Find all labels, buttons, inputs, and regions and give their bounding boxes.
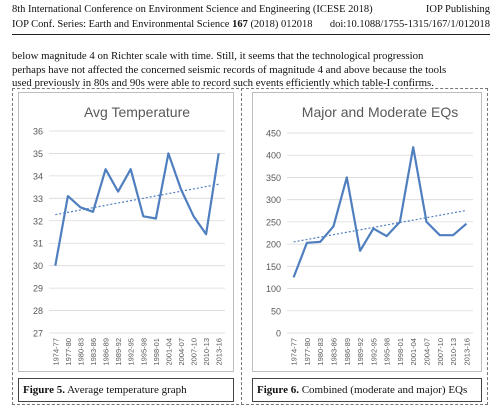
- figure-5-caption: Figure 5. Average temperature graph: [18, 378, 234, 402]
- figure-6-text: Combined (moderate and major) EQs: [298, 384, 468, 396]
- earthquakes-x-tick-label: 1983-86: [330, 338, 339, 366]
- earthquakes-x-tick-label: 1992-95: [369, 338, 378, 366]
- year-article: (2018) 012018: [250, 19, 313, 30]
- temperature-x-tick-label: 2013-16: [215, 338, 224, 366]
- temperature-x-tick-label: 1986-89: [102, 338, 111, 366]
- temperature-y-tick-label: 28: [33, 306, 43, 316]
- figure-5-label: Figure 5.: [23, 384, 65, 396]
- volume-number: 167: [232, 19, 248, 30]
- earthquakes-trendline: [293, 209, 467, 243]
- earthquakes-y-tick-label: 450: [266, 129, 281, 139]
- earthquakes-x-tick-label: 1989-92: [356, 338, 365, 366]
- figure-column-divider: [241, 88, 242, 405]
- earthquakes-x-tick-label: 1974-77: [290, 338, 299, 366]
- paragraph-line-2: perhaps have not affected the concerned …: [12, 63, 447, 76]
- earthquakes-x-tick-label: 2007-10: [436, 338, 445, 366]
- temperature-y-tick-label: 32: [33, 216, 43, 226]
- figure-6-label: Figure 6.: [257, 384, 299, 396]
- temperature-series-line: [54, 152, 220, 266]
- earthquakes-y-tick-label: 250: [266, 217, 281, 227]
- temperature-x-tick-label: 1998-01: [152, 338, 161, 366]
- earthquakes-chart-panel: Major and Moderate EQs 0 50 100 150 200 250 300…: [252, 92, 482, 372]
- temperature-y-tick-label: 33: [33, 194, 43, 204]
- series-header: IOP Conf. Series: Earth and Environmenta…: [12, 19, 490, 30]
- earthquakes-y-tick-label: 150: [266, 262, 281, 272]
- temperature-x-tick-label: 2001-04: [164, 338, 173, 366]
- series-name: IOP Conf. Series: Earth and Environmenta…: [12, 19, 230, 30]
- body-paragraph: below magnitude 4 on Richter scale with …: [12, 50, 490, 91]
- temperature-x-tick-label: 1995-98: [139, 338, 148, 366]
- temperature-x-tick-label: 2004-07: [177, 338, 186, 366]
- earthquakes-x-tick-label: 2001-04: [409, 338, 418, 366]
- temperature-x-tick-label: 1974-77: [51, 338, 60, 366]
- doi-text: doi:10.1088/1755-1315/167/1/012018: [329, 19, 490, 30]
- temperature-x-tick-label: 1983-86: [89, 338, 98, 366]
- earthquakes-x-tick-label: 1995-98: [383, 338, 392, 366]
- earthquakes-series-line: [292, 146, 468, 278]
- earthquakes-chart: Major and Moderate EQs 0 50 100 150 200 250 300…: [266, 104, 473, 366]
- temperature-x-tick-label: 1992-95: [127, 338, 136, 366]
- earthquakes-y-tick-label: 100: [266, 284, 281, 294]
- temperature-x-tick-label: 2010-13: [202, 338, 211, 366]
- temperature-x-tick-label: 1989-92: [114, 338, 123, 366]
- conference-header: 8th International Conference on Environm…: [12, 4, 490, 15]
- earthquakes-y-tick-label: 0: [276, 329, 281, 339]
- avg-temperature-chart: Avg Temperature 27 28 29 30 31 32 33 34 35 36 1974-…: [33, 104, 225, 366]
- avg-temperature-chart-panel: Avg Temperature 27 28 29 30 31 32 33 34 35 36 1974-…: [18, 92, 234, 372]
- publisher-name: IOP Publishing: [425, 4, 490, 15]
- paragraph-line-3: used previously in 80s and 90s were able…: [12, 77, 434, 89]
- earthquakes-y-tick-label: 300: [266, 195, 281, 205]
- earthquakes-x-tick-label: 2013-16: [462, 338, 471, 366]
- figure-5-text: Average temperature graph: [64, 384, 187, 396]
- temperature-x-tick-label: 1980-83: [76, 338, 85, 366]
- temperature-y-tick-label: 36: [33, 127, 43, 137]
- earthquakes-x-tick-label: 1986-89: [343, 338, 352, 366]
- header-rule: [12, 34, 490, 35]
- figure-6-caption: Figure 6. Combined (moderate and major) …: [252, 378, 482, 402]
- temperature-y-tick-label: 29: [33, 284, 43, 294]
- earthquakes-y-tick-label: 350: [266, 173, 281, 183]
- temperature-y-tick-label: 30: [33, 261, 43, 271]
- earthquakes-y-tick-label: 200: [266, 240, 281, 250]
- earthquakes-x-tick-label: 1980-83: [316, 338, 325, 366]
- temperature-y-tick-label: 35: [33, 149, 43, 159]
- conference-name: 8th International Conference on Environm…: [12, 4, 373, 15]
- earthquakes-y-tick-label: 50: [271, 306, 281, 316]
- temperature-y-tick-label: 34: [33, 171, 43, 181]
- figure-table-frame: [12, 88, 488, 405]
- temperature-x-tick-label: 1977-80: [64, 338, 73, 366]
- earthquakes-x-tick-label: 2004-07: [423, 338, 432, 366]
- earthquakes-x-tick-label: 2010-13: [449, 338, 458, 366]
- earthquakes-y-tick-label: 400: [266, 151, 281, 161]
- earthquakes-x-tick-label: 1977-80: [303, 338, 312, 366]
- temperature-y-tick-label: 31: [33, 239, 43, 249]
- temperature-y-tick-label: 27: [33, 329, 43, 339]
- paragraph-line-1: below magnitude 4 on Richter scale with …: [12, 50, 424, 62]
- earthquakes-chart-title: Major and Moderate EQs: [302, 104, 458, 120]
- temperature-chart-title: Avg Temperature: [84, 104, 190, 120]
- earthquakes-x-tick-label: 1998-01: [396, 338, 405, 366]
- temperature-x-tick-label: 2007-10: [190, 338, 199, 366]
